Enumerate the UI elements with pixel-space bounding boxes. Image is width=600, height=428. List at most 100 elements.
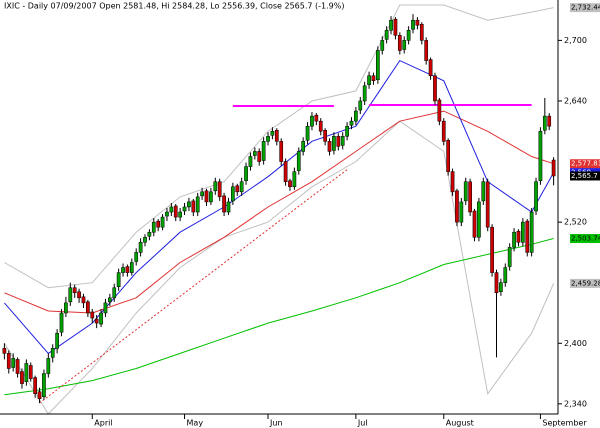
candle-body [279,141,284,162]
candle-body [371,75,376,82]
candle-body [129,262,134,273]
candle-body [252,151,257,156]
candle-body [459,201,464,223]
candle-body [485,181,490,228]
candle-body [125,266,130,273]
candle-body [11,358,16,368]
candle-body [292,171,297,188]
candle-body [50,348,55,358]
candle-body [81,296,86,304]
candle-body [59,312,64,333]
candle-body [235,185,240,193]
candle-body [42,373,46,398]
candle-body [529,211,534,253]
candle-body [494,272,499,294]
candle-body [204,190,209,203]
price-label: 2,503.74 [571,235,600,243]
price-label-box [570,278,600,288]
candle-body [327,141,332,152]
candle-body [134,252,139,262]
candle-body [248,156,253,167]
candle-body [314,114,319,122]
price-label-box [570,171,600,181]
candle-body [411,19,415,30]
candle-body [481,181,486,202]
price-label: 2,577.81 [571,160,600,168]
candle-body [415,19,420,26]
candle-body [266,136,270,142]
candle-body [424,40,429,61]
candle-body [437,99,442,122]
candle-body [165,211,169,217]
candle-body [46,358,51,374]
candle-body [103,302,108,314]
candle-body [257,151,262,162]
candle-body [376,50,380,81]
price-label-box [570,3,600,13]
candle-body [182,206,187,212]
candle-body [362,85,367,102]
candle-body [336,136,341,147]
candle-body [178,211,182,218]
price-label-box [570,159,600,169]
candle-body [107,297,112,303]
candle-body [28,365,33,379]
candle-body [323,129,327,142]
candle-body [340,136,345,146]
candle-body [213,181,218,192]
candle-body [433,75,437,102]
candle-body [358,100,363,111]
candle-body [274,129,279,142]
candle-body [393,18,398,36]
candle-body [490,226,494,273]
candle-body [296,151,301,171]
candle-body [332,136,336,151]
candle-body [301,141,306,152]
candle-body [428,59,433,76]
candle-body [231,186,235,202]
candle-body [116,272,121,287]
candle-body [397,35,402,51]
candle-body [318,120,323,132]
candle-body [310,115,314,127]
chart-title: IXIC - Daily 07/09/2007 Open 2581.48, Hi… [4,2,344,11]
candle-body [90,311,95,319]
candle-body [389,19,393,31]
candle-body [2,348,7,354]
overlay-line [4,4,554,289]
overlay-line [4,238,554,396]
overlay-line [39,169,348,404]
overlay-line [4,110,554,314]
candle-body [222,195,226,213]
candle-body [147,231,152,237]
candle-body [402,40,407,50]
candle-body [173,205,178,218]
candle-body [99,312,103,325]
candle-body [68,287,73,303]
candle-body [534,181,538,212]
candle-body [468,181,472,213]
candle-body [463,181,468,202]
y-tick-label: 2,520 [564,218,587,227]
candle-body [143,237,147,243]
candle-body [261,141,266,161]
candle-body [499,282,503,293]
price-label-box [570,234,600,244]
y-tick-label: 2,400 [564,339,587,348]
x-tick-label: August [446,419,474,428]
candle-body [187,201,191,208]
candle-body [503,267,508,283]
candle-body [244,166,248,181]
candle-body [112,287,117,299]
candle-body [226,201,231,213]
price-label: 2,565.7 [571,172,598,180]
candle-body [450,171,455,193]
candle-body [138,242,143,253]
candle-body [239,181,244,193]
candle-body [345,125,349,137]
candle-body [6,353,11,369]
candle-body [455,190,459,223]
candle-body [380,40,385,51]
candle-body [521,221,525,243]
